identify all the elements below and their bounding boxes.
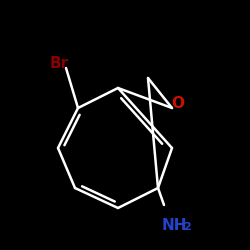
Text: NH: NH [162,218,188,233]
Text: 2: 2 [183,222,191,232]
Text: Br: Br [50,56,69,71]
Text: O: O [172,96,184,110]
